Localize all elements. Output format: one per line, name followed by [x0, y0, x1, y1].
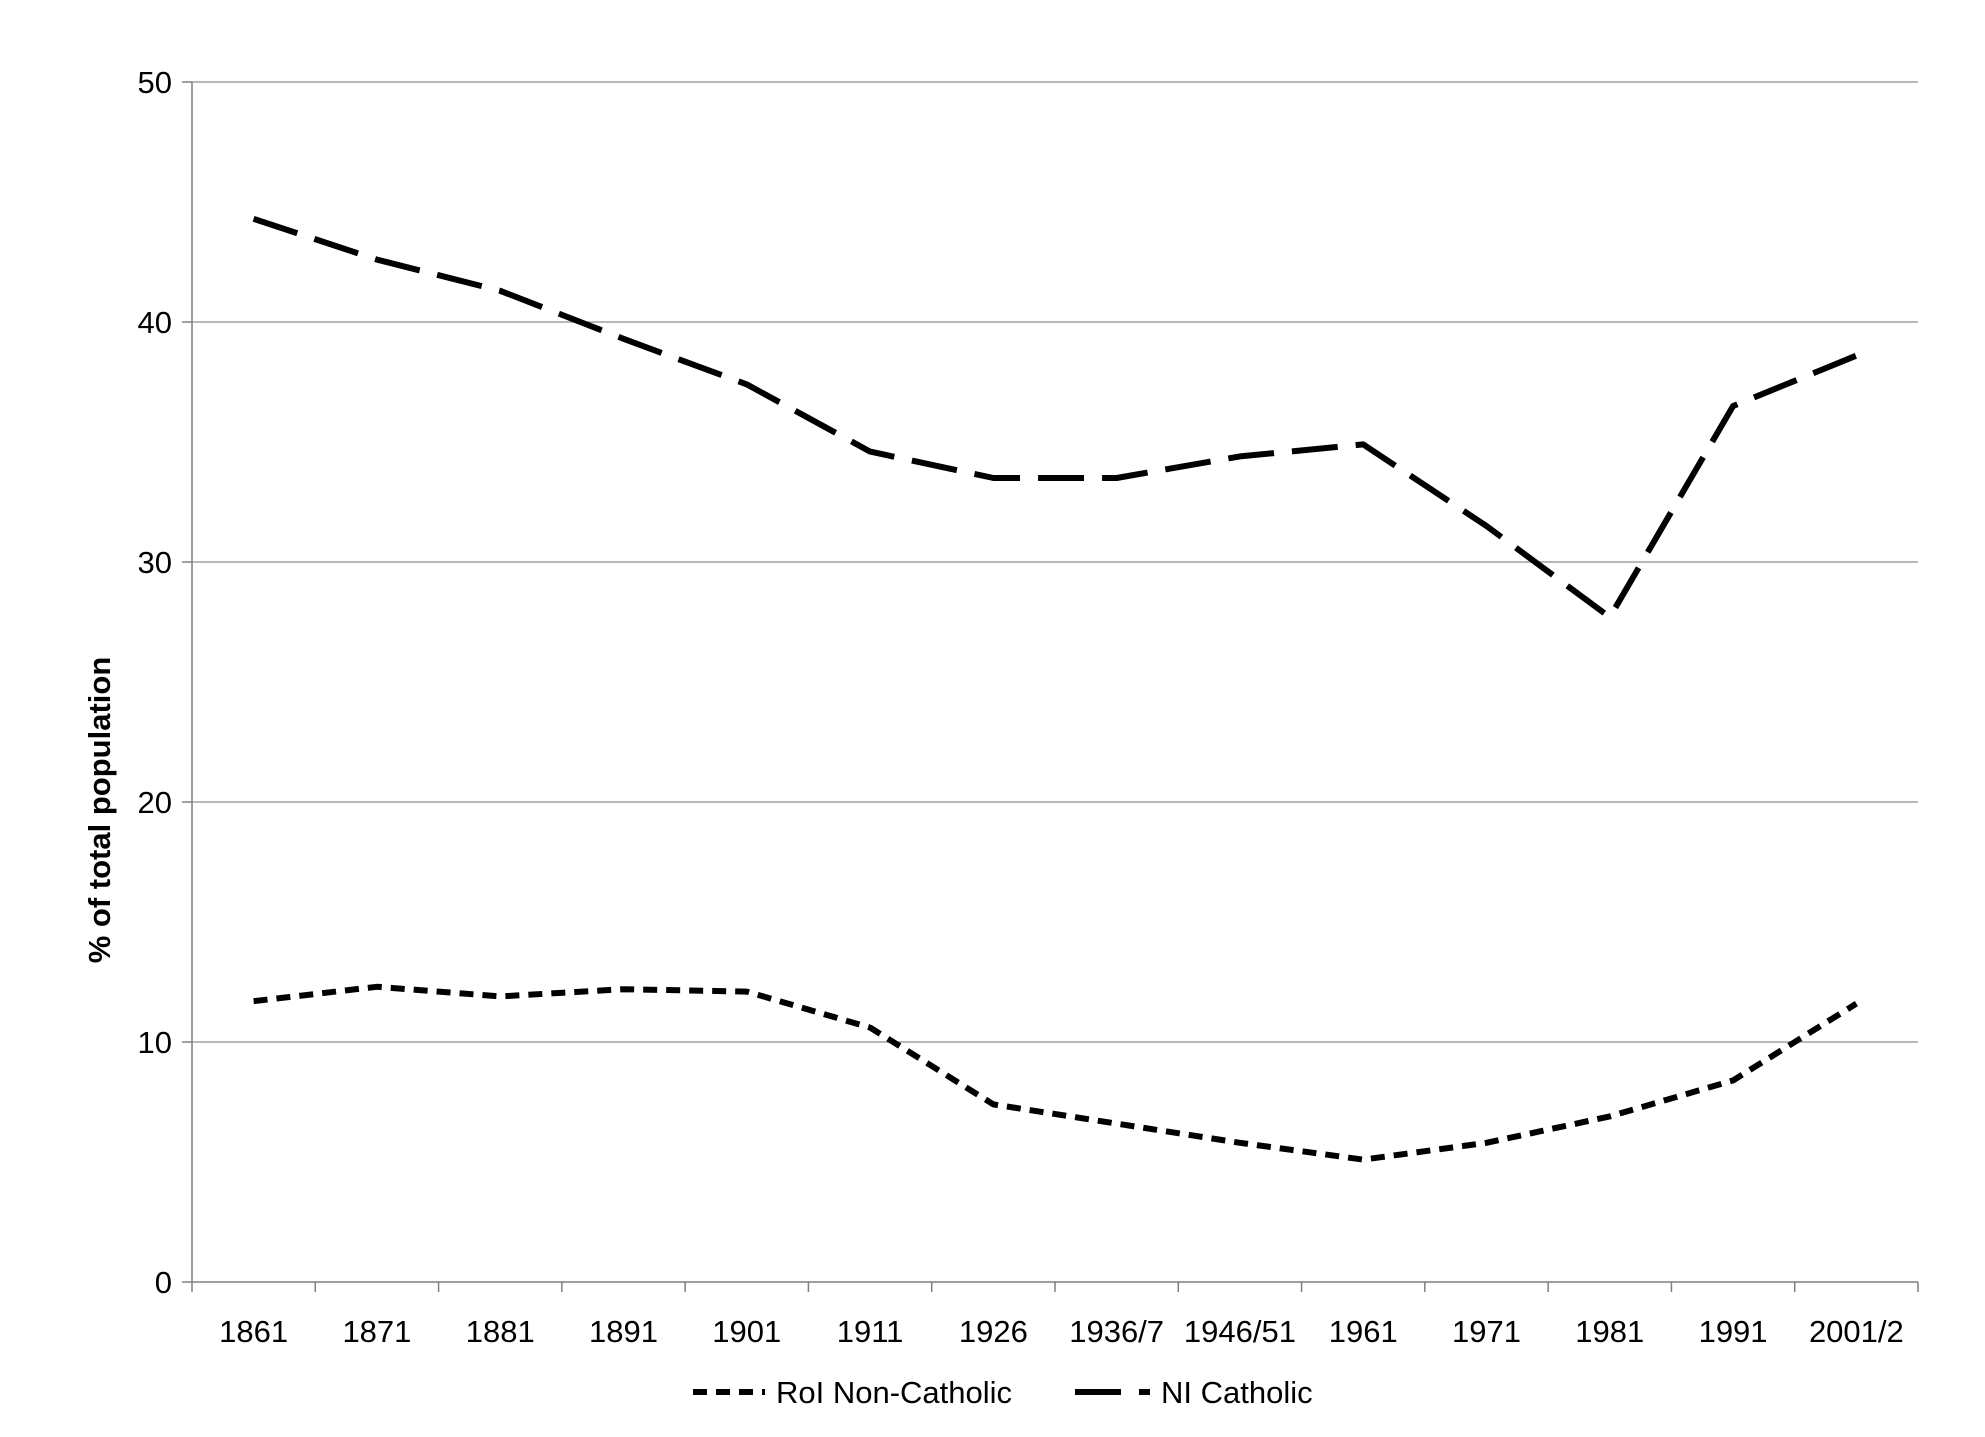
- x-tick-label: 1891: [589, 1314, 658, 1349]
- x-tick-label: 1981: [1575, 1314, 1644, 1349]
- y-axis-title: % of total population: [82, 657, 117, 964]
- y-tick-label: 30: [138, 545, 172, 580]
- series-line-ni-catholic: [252, 215, 1858, 621]
- axes: [182, 81, 1919, 1292]
- gridlines: [192, 81, 1918, 1043]
- x-tick-label: 2001/2: [1809, 1314, 1904, 1349]
- x-tick-label: 1961: [1329, 1314, 1398, 1349]
- y-tick-label: 50: [138, 65, 172, 100]
- x-tick-label: 1926: [959, 1314, 1028, 1349]
- x-tick-label: 1871: [342, 1314, 411, 1349]
- legend-label: RoI Non-Catholic: [776, 1375, 1012, 1410]
- x-tick-label: 1881: [466, 1314, 535, 1349]
- x-tick-label: 1901: [712, 1314, 781, 1349]
- x-tick-label: 1911: [837, 1314, 904, 1349]
- y-tick-label: 10: [138, 1025, 172, 1060]
- y-tick-label: 0: [155, 1265, 172, 1300]
- legend: RoI Non-Catholic NI Catholic: [693, 1375, 1313, 1410]
- y-tick-label: 20: [138, 785, 172, 820]
- series-line-roi-non-catholic: [253, 983, 1858, 1163]
- x-tick-label: 1861: [219, 1314, 288, 1349]
- x-tick-label: 1946/51: [1184, 1314, 1296, 1349]
- x-tick-label: 1936/7: [1069, 1314, 1164, 1349]
- series-lines: [252, 215, 1858, 1163]
- y-tick-labels: 0 10 20 30 40 50: [138, 65, 172, 1300]
- legend-label: NI Catholic: [1161, 1375, 1313, 1410]
- x-tick-labels: 1861 1871 1881 1891 1901 1911 1926 1936/7 1946/5…: [219, 1314, 1904, 1349]
- x-tick-label: 1991: [1699, 1314, 1768, 1349]
- y-tick-label: 40: [138, 305, 172, 340]
- x-tick-label: 1971: [1452, 1314, 1521, 1349]
